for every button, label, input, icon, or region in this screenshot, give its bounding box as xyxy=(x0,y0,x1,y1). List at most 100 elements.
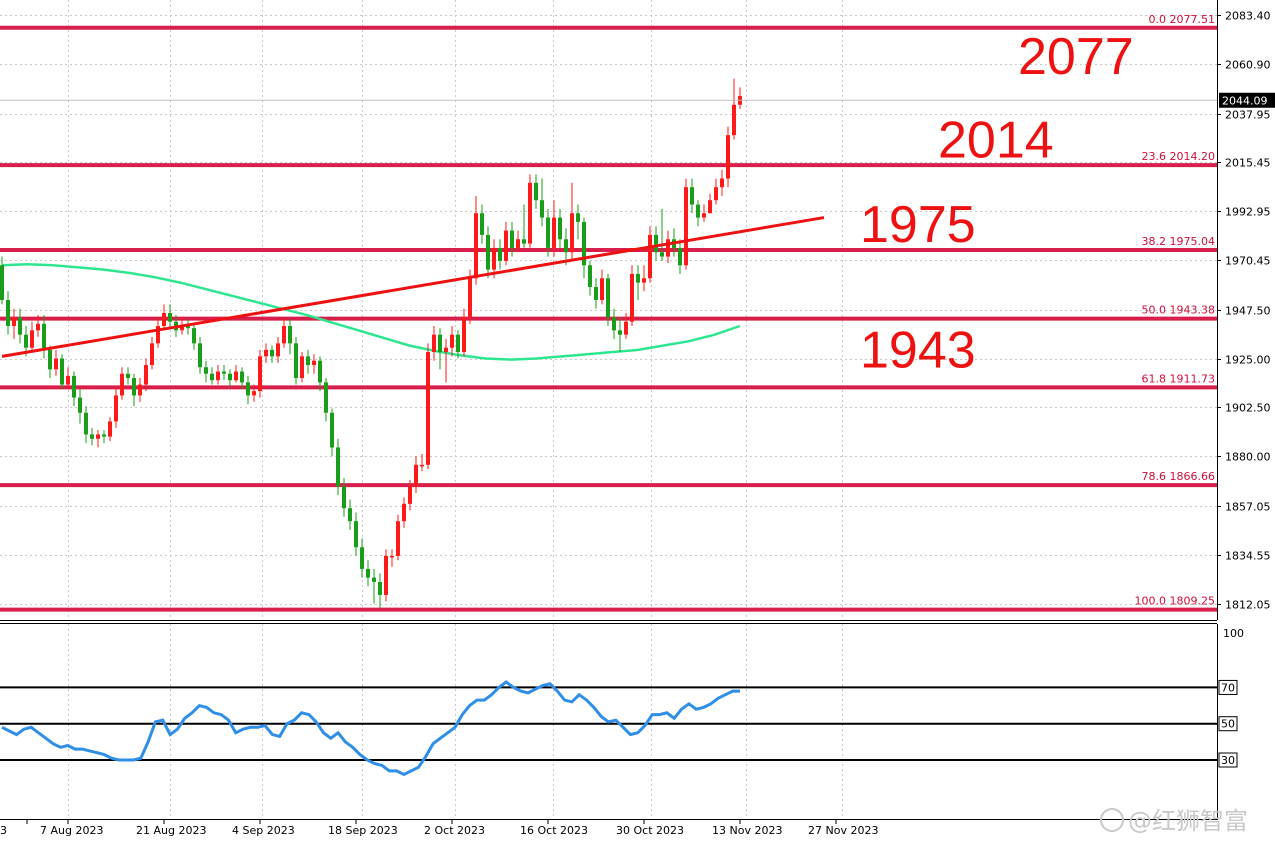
candle-body xyxy=(372,577,376,582)
rsi-level-tag xyxy=(1218,752,1238,768)
bullish-candle xyxy=(570,182,574,261)
time-tick-label: 2 Oct 2023 xyxy=(424,824,485,837)
bullish-candle xyxy=(432,326,436,361)
fib-level-label: 78.6 1866.66 xyxy=(1142,470,1215,483)
candle-body xyxy=(660,252,664,257)
rsi-level-tag xyxy=(1218,679,1238,695)
bullish-candle xyxy=(312,354,316,374)
trendline xyxy=(1,216,825,358)
watermark: @红狮智富 xyxy=(1100,807,1248,835)
candle-body xyxy=(234,371,238,381)
candle-body xyxy=(108,421,112,437)
candle-body xyxy=(486,234,490,270)
bearish-candle xyxy=(240,367,244,389)
bearish-candle xyxy=(168,304,172,329)
bearish-candle xyxy=(372,568,376,604)
candle-body xyxy=(114,395,118,422)
candle-body xyxy=(666,239,670,257)
fib-level-label: 50.0 1943.38 xyxy=(1142,304,1215,317)
candle-body xyxy=(228,373,232,381)
bearish-candle xyxy=(306,349,310,374)
price-tick-label: 2083.40 xyxy=(1225,10,1271,23)
price-tick-label: 1947.50 xyxy=(1225,305,1271,318)
candle-body xyxy=(354,521,358,548)
fib-level-label: 23.6 2014.20 xyxy=(1142,150,1215,163)
candle-body xyxy=(84,412,88,435)
bullish-candle xyxy=(642,265,646,292)
candle-body xyxy=(306,356,310,366)
candle-body xyxy=(534,182,538,201)
bearish-candle xyxy=(606,273,610,327)
candle-body xyxy=(414,464,418,487)
bearish-candle xyxy=(594,278,598,309)
price-tick-label: 1970.45 xyxy=(1225,255,1271,268)
candle-body xyxy=(90,434,94,439)
candle-body xyxy=(150,343,154,366)
bullish-candle xyxy=(726,126,730,188)
fib-level-label: 0.0 2077.51 xyxy=(1149,13,1215,26)
bearish-candle xyxy=(42,315,46,359)
time-tick-label: 3 xyxy=(0,824,7,837)
bearish-candle xyxy=(228,369,232,387)
bullish-candle xyxy=(96,430,100,448)
price-tick-label: 1812.05 xyxy=(1225,599,1271,612)
bearish-candle xyxy=(204,360,208,383)
bullish-candle xyxy=(300,352,304,383)
candle-body xyxy=(126,373,130,379)
bullish-candle xyxy=(630,265,634,327)
bullish-candle xyxy=(114,386,118,428)
bullish-candle xyxy=(684,178,688,270)
bearish-candle xyxy=(354,512,358,556)
candle-body xyxy=(6,299,10,327)
bullish-candle xyxy=(702,204,706,222)
candle-body xyxy=(48,349,52,370)
candle-body xyxy=(78,397,82,413)
bullish-candle xyxy=(504,221,508,266)
candle-body xyxy=(60,358,64,385)
candle-body xyxy=(156,326,160,344)
bearish-candle xyxy=(192,323,196,350)
candle-body xyxy=(474,213,478,279)
candle-body xyxy=(468,278,472,318)
level-annotations: 2077 2014 1975 1943 xyxy=(860,28,1134,380)
candle-body xyxy=(678,247,682,266)
candle-body xyxy=(636,273,640,283)
candle-body xyxy=(714,187,718,201)
candle-body xyxy=(366,568,370,578)
candle-body xyxy=(72,375,76,398)
candle-body xyxy=(312,360,316,366)
bearish-candle xyxy=(438,328,442,370)
bullish-candle xyxy=(234,365,238,383)
candle-body xyxy=(324,382,328,413)
candle-body xyxy=(606,278,610,318)
candle-body xyxy=(438,334,442,353)
candle-body xyxy=(708,200,712,214)
price-tick-label: 1925.00 xyxy=(1225,354,1271,367)
candle-body xyxy=(276,343,280,357)
candle-body xyxy=(690,187,694,205)
candle-body xyxy=(270,349,274,357)
bearish-candle xyxy=(690,178,694,214)
candle-body xyxy=(612,317,616,331)
bearish-candle xyxy=(18,308,22,344)
bearish-candle xyxy=(378,573,382,608)
candle-body xyxy=(294,343,298,379)
candle-body xyxy=(390,555,394,558)
bullish-candle xyxy=(474,195,478,285)
bearish-candle xyxy=(660,208,664,261)
candle-body xyxy=(240,371,244,383)
candle-body xyxy=(384,555,388,595)
candle-body xyxy=(480,213,484,235)
candle-body xyxy=(0,265,4,300)
candle-body xyxy=(222,371,226,374)
bearish-candle xyxy=(198,336,202,374)
candle-body xyxy=(642,278,646,283)
bullish-candle xyxy=(414,456,418,494)
bullish-candle xyxy=(156,317,160,348)
bearish-candle xyxy=(564,228,568,266)
bearish-candle xyxy=(6,291,10,335)
candle-body xyxy=(558,217,562,240)
candle-body xyxy=(42,323,46,350)
bullish-candle xyxy=(462,308,466,357)
candle-body xyxy=(198,343,202,368)
